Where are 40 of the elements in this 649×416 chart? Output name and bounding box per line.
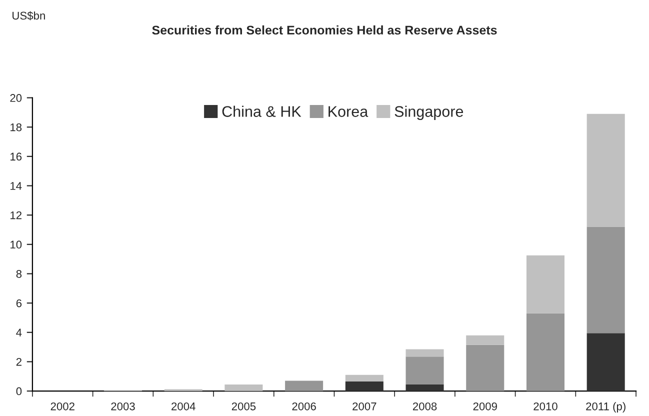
x-tick-label: 2009: [473, 402, 497, 410]
text: US$bn: [12, 11, 45, 20]
y-tick-label: 10: [10, 240, 22, 249]
y-tick-label: 0: [16, 387, 22, 396]
bar: [526, 255, 564, 314]
legend-label: Singapore: [394, 106, 464, 120]
x-tick-label: 2007: [352, 402, 376, 410]
x-tick-label: 2006: [292, 402, 316, 410]
legend-label: China & HK: [222, 106, 302, 117]
bar: [345, 382, 384, 392]
x-tick-label: 2010: [534, 402, 558, 410]
y-tick-label: 18: [10, 123, 22, 132]
bar: [586, 226, 625, 334]
y-tick-label: 14: [10, 182, 22, 190]
x-tick-label: 2003: [111, 402, 135, 410]
y-tick-label: 12: [10, 211, 22, 220]
x-tick-label: 2002: [50, 402, 74, 410]
bar: [526, 313, 564, 392]
x-tick-label: 2005: [232, 402, 256, 410]
bar: [285, 380, 324, 392]
x-tick-label: 2011 (p): [586, 402, 626, 413]
bar: [466, 344, 504, 392]
y-tick-label: 2: [16, 358, 22, 366]
bar: [406, 384, 444, 392]
chart-title: Securities from Select Economies Held as Reserve Assets: [152, 25, 497, 35]
x-tick-label: 2004: [172, 402, 196, 410]
bar: [406, 349, 444, 357]
bar: [466, 335, 504, 345]
y-tick-label: 6: [16, 299, 22, 308]
legend-label: Korea: [328, 106, 368, 117]
bar: [406, 356, 444, 384]
y-tick-label: 8: [16, 270, 22, 278]
bar: [345, 374, 384, 382]
y-tick-label: 4: [16, 328, 22, 336]
bar: [586, 333, 625, 392]
x-tick-label: 2008: [412, 402, 437, 410]
bar: [224, 384, 263, 392]
bar: [586, 114, 625, 227]
y-tick-label: 16: [10, 152, 22, 161]
y-tick-label: 20: [10, 94, 22, 102]
